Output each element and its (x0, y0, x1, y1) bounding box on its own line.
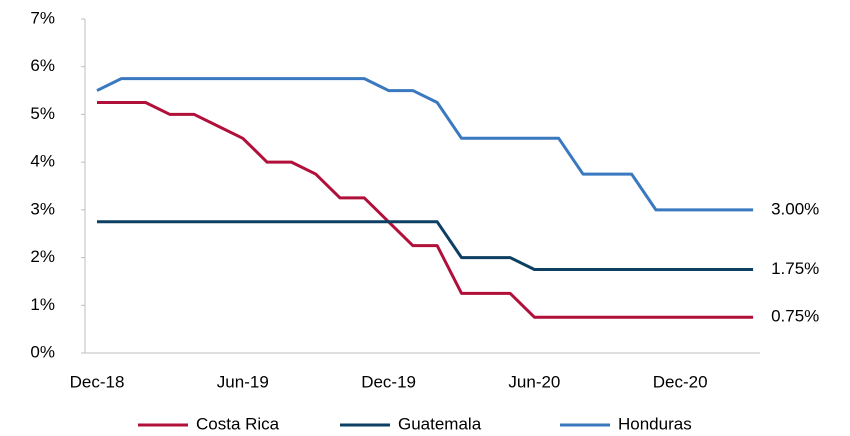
x-tick-label: Jun-20 (508, 372, 560, 391)
y-tick-label: 4% (30, 152, 55, 171)
x-tick-label: Dec-19 (361, 372, 416, 391)
y-tick-label: 5% (30, 104, 55, 123)
series-line (97, 101, 754, 319)
legend-label: Costa Rica (196, 414, 280, 433)
y-tick-label: 7% (30, 8, 55, 27)
legend-label: Guatemala (398, 414, 482, 433)
end-label: 3.00% (771, 199, 819, 218)
y-tick-label: 0% (30, 342, 55, 361)
series-line (96, 77, 754, 212)
y-tick-label: 2% (30, 247, 55, 266)
y-tick-label: 3% (30, 199, 55, 218)
x-tick-label: Dec-20 (653, 372, 708, 391)
end-label: 0.75% (771, 307, 819, 326)
x-tick-label: Jun-19 (217, 372, 269, 391)
end-label: 1.75% (771, 259, 819, 278)
series-line (97, 220, 754, 271)
y-tick-label: 1% (30, 295, 55, 314)
y-tick-label: 6% (30, 56, 55, 75)
legend-label: Honduras (618, 414, 692, 433)
x-tick-label: Dec-18 (70, 372, 125, 391)
